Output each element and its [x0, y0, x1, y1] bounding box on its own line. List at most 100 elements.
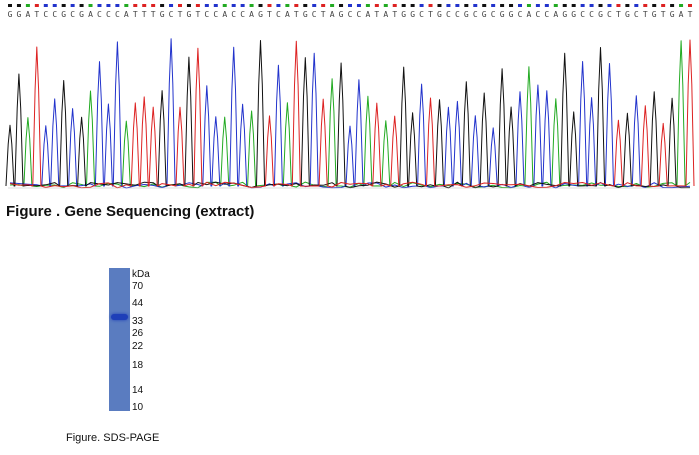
base-letter: G — [652, 10, 657, 19]
base-tick — [330, 4, 335, 7]
base-tick — [670, 4, 675, 7]
marker-22: 22 — [132, 341, 144, 352]
base-letter: G — [509, 10, 514, 19]
base-tick — [348, 4, 352, 7]
base-tick — [688, 4, 692, 7]
base-letter: T — [321, 10, 326, 19]
base-tick — [455, 4, 460, 7]
base-tick — [616, 4, 621, 7]
base-tick — [267, 4, 272, 7]
base-call-ticks — [8, 4, 692, 7]
base-tick — [303, 4, 308, 7]
base-tick — [186, 4, 191, 7]
base-letter: A — [222, 10, 227, 19]
base-tick — [553, 4, 558, 7]
base-letter: C — [43, 10, 48, 19]
base-letter: G — [625, 10, 630, 19]
base-letter: A — [249, 10, 254, 19]
base-tick — [97, 4, 102, 7]
base-letter: G — [160, 10, 165, 19]
marker-33: 33 — [132, 316, 144, 327]
trace-A — [9, 40, 691, 189]
gene-sequencing-caption: Figure . Gene Sequencing (extract) — [6, 203, 255, 220]
base-tick — [70, 4, 75, 7]
trace-G — [5, 40, 691, 189]
base-tick — [428, 4, 433, 7]
base-letter: G — [187, 10, 192, 19]
base-tick — [500, 4, 505, 7]
base-tick — [679, 4, 684, 7]
base-tick — [213, 4, 218, 7]
base-tick — [294, 4, 299, 7]
base-tick — [535, 4, 540, 7]
base-letter: T — [294, 10, 299, 19]
base-letter: G — [258, 10, 263, 19]
base-tick — [160, 4, 165, 7]
base-letter: T — [151, 10, 156, 19]
base-letter: G — [500, 10, 505, 19]
base-letter: C — [106, 10, 111, 19]
base-letter: C — [240, 10, 245, 19]
base-tick — [321, 4, 326, 7]
base-letter: G — [571, 10, 576, 19]
base-tick — [151, 4, 156, 7]
base-letter: A — [88, 10, 93, 19]
base-tick — [222, 4, 227, 7]
base-letter: T — [178, 10, 183, 19]
base-letter: C — [97, 10, 102, 19]
base-letter: G — [670, 10, 675, 19]
base-letter: G — [79, 10, 84, 19]
base-tick — [115, 4, 120, 7]
base-tick — [598, 4, 603, 7]
base-tick — [652, 4, 657, 7]
base-letter: C — [634, 10, 639, 19]
base-tick — [661, 4, 666, 7]
base-letter: C — [491, 10, 496, 19]
marker-44: 44 — [132, 298, 144, 309]
base-tick — [482, 4, 487, 7]
base-tick — [419, 4, 424, 7]
base-tick — [88, 4, 93, 7]
base-tick — [79, 4, 84, 7]
marker-70: 70 — [132, 281, 144, 292]
base-letter: C — [518, 10, 523, 19]
base-tick — [401, 4, 406, 7]
base-letter: T — [267, 10, 272, 19]
base-tick — [61, 4, 66, 7]
base-letter: C — [455, 10, 460, 19]
sds-page-caption: Figure. SDS-PAGE — [66, 432, 160, 444]
base-tick — [509, 4, 514, 7]
base-letter: G — [17, 10, 22, 19]
base-letter: A — [25, 10, 30, 19]
base-tick — [178, 4, 182, 7]
base-letter: A — [679, 10, 684, 19]
base-letter: C — [473, 10, 478, 19]
base-tick — [607, 4, 612, 7]
base-letter: C — [204, 10, 209, 19]
base-tick — [562, 4, 567, 7]
base-tick — [518, 4, 522, 7]
base-tick — [571, 4, 576, 7]
base-letter: G — [437, 10, 442, 19]
base-tick — [8, 4, 12, 7]
base-tick — [365, 4, 370, 7]
base-tick — [312, 4, 317, 7]
sds-page-gel-lane — [109, 268, 130, 411]
base-tick — [356, 4, 361, 7]
base-letter: G — [8, 10, 13, 19]
base-letter: C — [580, 10, 585, 19]
base-letter: C — [357, 10, 362, 19]
base-letter: T — [195, 10, 200, 19]
base-letter: C — [52, 10, 57, 19]
base-letter: A — [527, 10, 532, 19]
base-letter: G — [401, 10, 406, 19]
base-letter: C — [348, 10, 353, 19]
base-tick — [276, 4, 281, 7]
base-letter: T — [428, 10, 433, 19]
base-tick — [339, 4, 344, 7]
base-letter: G — [339, 10, 344, 19]
base-tick — [124, 4, 129, 7]
base-tick — [392, 4, 397, 7]
base-tick — [43, 4, 48, 7]
